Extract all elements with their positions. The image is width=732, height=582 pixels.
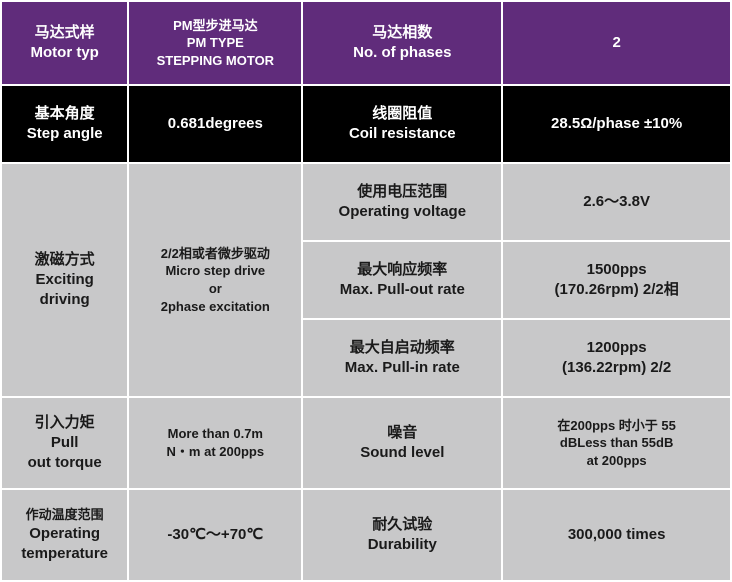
cell-operating-voltage-value: 2.6～3.8V xyxy=(503,164,730,240)
value-line: 1200pps xyxy=(507,338,726,358)
cell-motor-type-label: 马达式样 Motor typ xyxy=(2,2,127,84)
label-en: driving xyxy=(6,290,123,310)
value-line: 2phase excitation xyxy=(133,298,297,316)
label-cn: 激磁方式 xyxy=(6,250,123,270)
label-cn: 基本角度 xyxy=(6,104,123,124)
cell-exciting-driving-label: 激磁方式 Exciting driving xyxy=(2,164,127,396)
cell-sound-level-label: 噪音 Sound level xyxy=(303,398,501,488)
cell-durability-label: 耐久试验 Durability xyxy=(303,490,501,580)
value-line: at 200pps xyxy=(507,452,726,470)
label-cn: 马达相数 xyxy=(307,23,497,43)
label-en: PM TYPE xyxy=(133,34,297,52)
cell-step-angle-value: 0.681degrees xyxy=(129,86,301,162)
label-cn: 噪音 xyxy=(307,423,497,443)
label-cn: 最大响应频率 xyxy=(307,260,497,280)
label-en: Max. Pull-out rate xyxy=(307,280,497,300)
cell-sound-level-value: 在200pps 时小于 55 dBLess than 55dB at 200pp… xyxy=(503,398,730,488)
label-cn: PM型步进马达 xyxy=(133,17,297,35)
value-line: dBLess than 55dB xyxy=(507,434,726,452)
label-cn: 耐久试验 xyxy=(307,515,497,535)
cell-coil-resistance-label: 线圈阻值 Coil resistance xyxy=(303,86,501,162)
table-row: 马达式样 Motor typ PM型步进马达 PM TYPE STEPPING … xyxy=(2,2,730,84)
cell-step-angle-label: 基本角度 Step angle xyxy=(2,86,127,162)
label-en: Max. Pull-in rate xyxy=(307,358,497,378)
value-line: 在200pps 时小于 55 xyxy=(507,417,726,435)
label-en: Operating voltage xyxy=(307,202,497,222)
table-row: 基本角度 Step angle 0.681degrees 线圈阻值 Coil r… xyxy=(2,86,730,162)
value-line: Micro step drive xyxy=(133,262,297,280)
value-line: (136.22rpm) 2/2 xyxy=(507,358,726,378)
cell-coil-resistance-value: 28.5Ω/phase ±10% xyxy=(503,86,730,162)
label-en: Step angle xyxy=(6,124,123,144)
cell-pullout-rate-label: 最大响应频率 Max. Pull-out rate xyxy=(303,242,501,318)
cell-phases-label: 马达相数 No. of phases xyxy=(303,2,501,84)
label-en: Coil resistance xyxy=(307,124,497,144)
cell-pullin-rate-label: 最大自启动频率 Max. Pull-in rate xyxy=(303,320,501,396)
cell-phases-value: 2 xyxy=(503,2,730,84)
table-row: 引入力矩 Pull out torque More than 0.7m N・m … xyxy=(2,398,730,488)
cell-pullout-rate-value: 1500pps (170.26rpm) 2/2相 xyxy=(503,242,730,318)
cell-operating-voltage-label: 使用电压范围 Operating voltage xyxy=(303,164,501,240)
cell-pullout-torque-label: 引入力矩 Pull out torque xyxy=(2,398,127,488)
label-en: No. of phases xyxy=(307,43,497,63)
label-cn: 最大自启动频率 xyxy=(307,338,497,358)
value-line: 1500pps xyxy=(507,260,726,280)
cell-pullout-torque-value: More than 0.7m N・m at 200pps xyxy=(129,398,301,488)
label-en: STEPPING MOTOR xyxy=(133,52,297,70)
value-line: or xyxy=(133,280,297,298)
cell-temperature-value: -30℃～+70℃ xyxy=(129,490,301,580)
label-cn: 作动温度范围 xyxy=(6,506,123,524)
label-cn: 线圈阻值 xyxy=(307,104,497,124)
value-line: (170.26rpm) 2/2相 xyxy=(507,280,726,300)
table-row: 激磁方式 Exciting driving 2/2相或者微步驱动 Micro s… xyxy=(2,164,730,240)
label-en: out torque xyxy=(6,453,123,473)
label-en: Operating xyxy=(6,524,123,544)
value-line: N・m at 200pps xyxy=(133,443,297,461)
label-en: Durability xyxy=(307,535,497,555)
cell-temperature-label: 作动温度范围 Operating temperature xyxy=(2,490,127,580)
label-en: Pull xyxy=(6,433,123,453)
label-cn: 引入力矩 xyxy=(6,413,123,433)
cell-pullin-rate-value: 1200pps (136.22rpm) 2/2 xyxy=(503,320,730,396)
cell-motor-type-value: PM型步进马达 PM TYPE STEPPING MOTOR xyxy=(129,2,301,84)
label-cn: 马达式样 xyxy=(6,23,123,43)
spec-table: 马达式样 Motor typ PM型步进马达 PM TYPE STEPPING … xyxy=(0,0,732,582)
value-line: More than 0.7m xyxy=(133,425,297,443)
cell-exciting-driving-value: 2/2相或者微步驱动 Micro step drive or 2phase ex… xyxy=(129,164,301,396)
label-cn: 使用电压范围 xyxy=(307,182,497,202)
cell-durability-value: 300,000 times xyxy=(503,490,730,580)
label-en: Sound level xyxy=(307,443,497,463)
value-line: 2/2相或者微步驱动 xyxy=(133,245,297,263)
label-en: Exciting xyxy=(6,270,123,290)
label-en: temperature xyxy=(6,544,123,564)
label-en: Motor typ xyxy=(6,43,123,63)
table-row: 作动温度范围 Operating temperature -30℃～+70℃ 耐… xyxy=(2,490,730,580)
